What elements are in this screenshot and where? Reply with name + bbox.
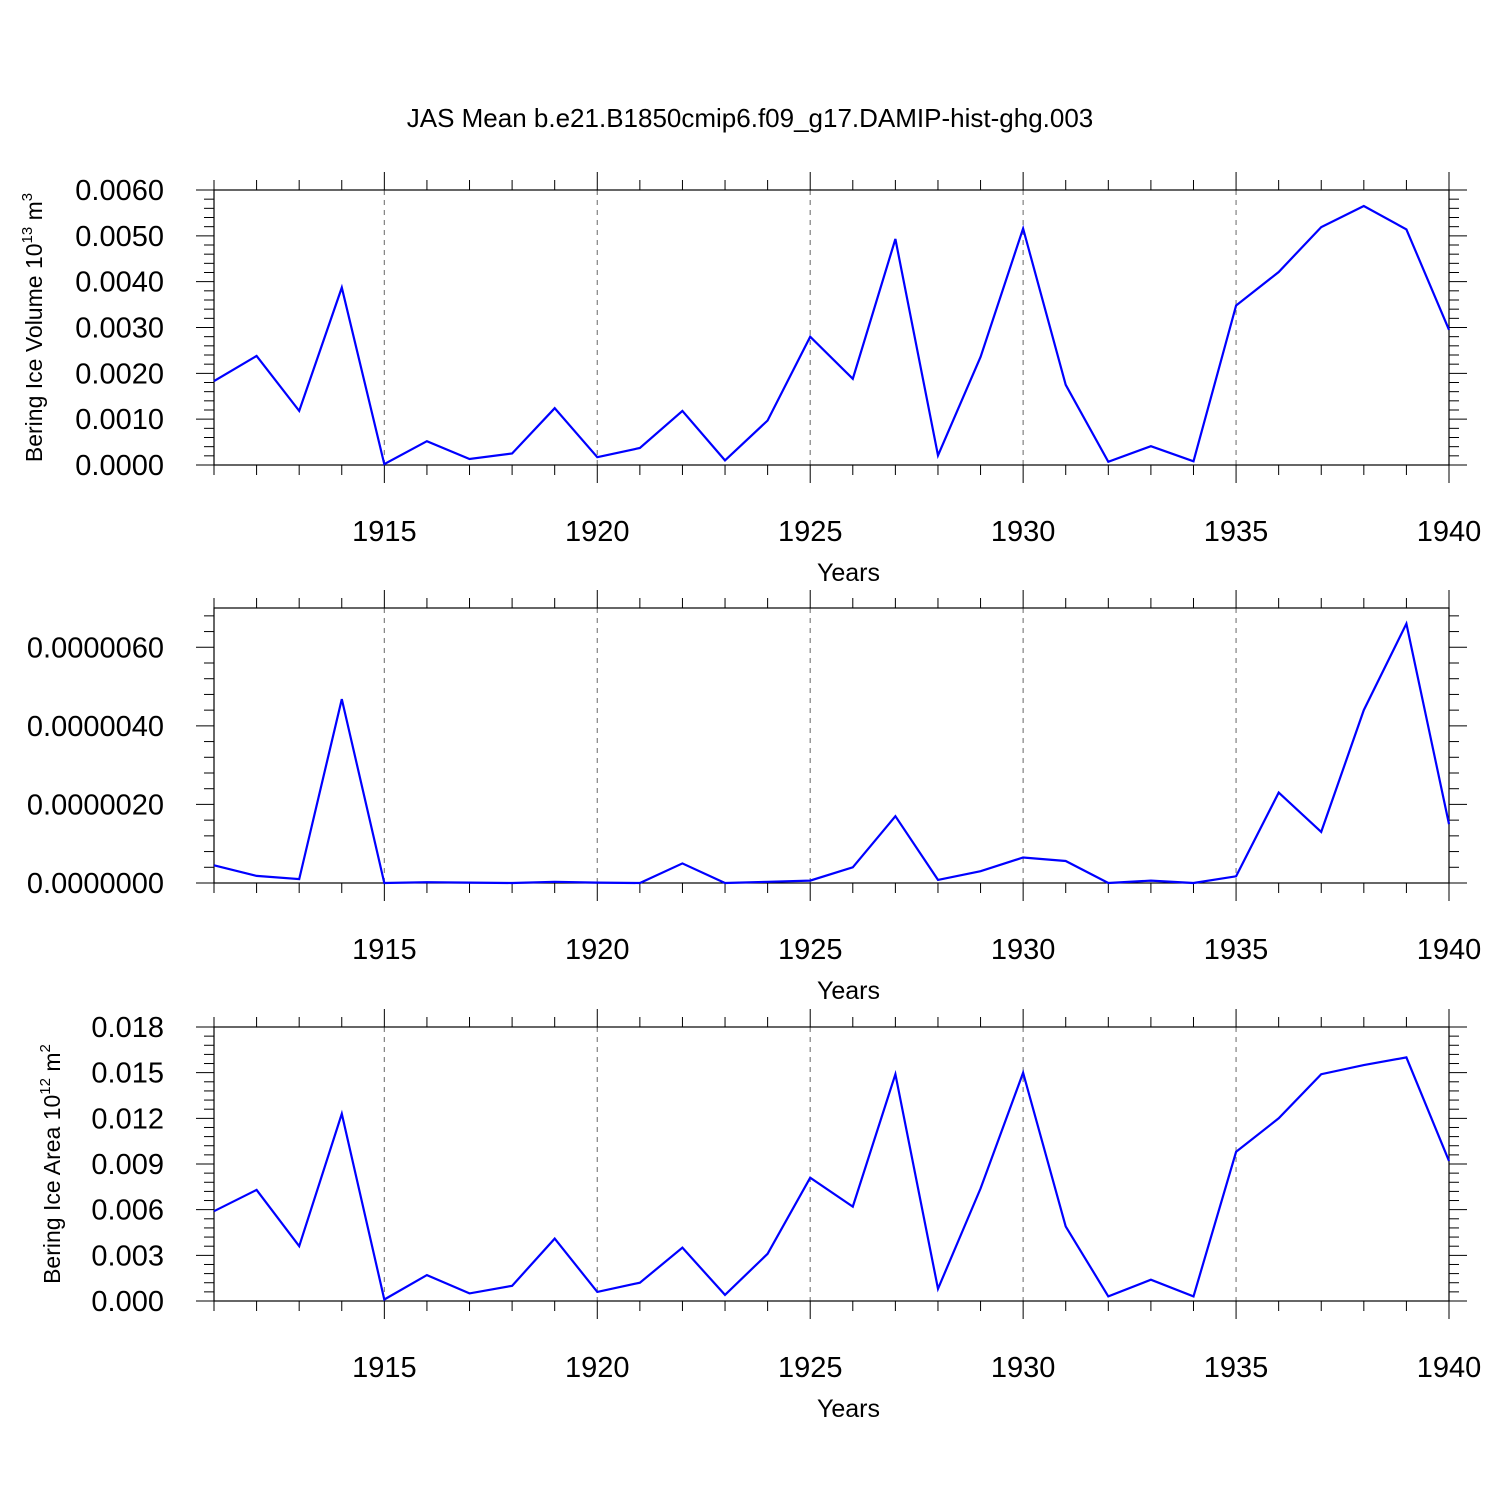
x-axis-title: Years bbox=[817, 559, 880, 587]
panels: 1915 1920 1925 1930 1935 1940 Years 0.0000 0.001… bbox=[19, 172, 1481, 1423]
y-axis-title: Bering Ice Volume 1013 m3 bbox=[19, 193, 47, 462]
y-tick-label: 0.009 bbox=[91, 1149, 164, 1181]
y-tick-label: 0.0000040 bbox=[27, 711, 164, 743]
y-tick-label: 0.0030 bbox=[75, 313, 164, 345]
x-tick-label: 1930 bbox=[991, 934, 1056, 966]
x-tick-label: 1915 bbox=[352, 934, 417, 966]
y-tick-label: 0.0010 bbox=[75, 404, 164, 436]
x-tick-label: 1935 bbox=[1204, 934, 1269, 966]
plot-frame bbox=[213, 607, 1450, 884]
y-tick-label: 0.0040 bbox=[75, 267, 164, 299]
x-tick-label: 1935 bbox=[1204, 1352, 1269, 1384]
x-tick-label: 1935 bbox=[1204, 516, 1269, 548]
x-tick-label: 1915 bbox=[352, 1352, 417, 1384]
x-tick-label: 1930 bbox=[991, 516, 1056, 548]
x-tick-label: 1925 bbox=[778, 1352, 843, 1384]
x-tick-label: 1940 bbox=[1417, 516, 1482, 548]
series-line bbox=[213, 620, 1451, 885]
y-tick-label: 0.0000000 bbox=[27, 868, 164, 900]
x-tick-label: 1940 bbox=[1417, 1352, 1482, 1384]
panel-1: 1915 1920 1925 1930 1935 1940 Years 0.0000 0.001… bbox=[19, 172, 1481, 587]
y-tick-label: 0.0000 bbox=[75, 450, 164, 482]
x-tick-label: 1930 bbox=[991, 1352, 1056, 1384]
y-tick-label: 0.003 bbox=[91, 1240, 164, 1272]
x-tick-label: 1920 bbox=[565, 516, 630, 548]
y-tick-label: 0.0020 bbox=[75, 358, 164, 390]
y-tick-label: 0.0000060 bbox=[27, 632, 164, 664]
x-axis-title: Years bbox=[817, 977, 880, 1005]
x-tick-label: 1925 bbox=[778, 934, 843, 966]
y-tick-label: 0.012 bbox=[91, 1103, 164, 1135]
y-tick-label: 0.015 bbox=[91, 1058, 164, 1090]
y-tick-label: 0.0050 bbox=[75, 221, 164, 253]
figure-title: JAS Mean b.e21.B1850cmip6.f09_g17.DAMIP-… bbox=[407, 103, 1094, 133]
x-tick-label: 1915 bbox=[352, 516, 417, 548]
y-tick-label: 0.006 bbox=[91, 1195, 164, 1227]
x-tick-label: 1920 bbox=[565, 934, 630, 966]
y-tick-label: 0.018 bbox=[91, 1012, 164, 1044]
plot-frame bbox=[213, 189, 1450, 466]
series-line bbox=[213, 204, 1451, 466]
x-tick-label: 1925 bbox=[778, 516, 843, 548]
y-tick-label: 0.0000020 bbox=[27, 789, 164, 821]
plot-frame bbox=[213, 1026, 1450, 1302]
x-tick-label: 1920 bbox=[565, 1352, 630, 1384]
x-tick-label: 1940 bbox=[1417, 934, 1482, 966]
y-tick-label: 0.0060 bbox=[75, 175, 164, 207]
x-axis-title: Years bbox=[817, 1395, 880, 1423]
y-axis-title: Bering Ice Area 1012 m2 bbox=[37, 1044, 65, 1284]
panel-2: 1915 1920 1925 1930 1935 1940 Years 0.0000000 0.… bbox=[27, 590, 1481, 1005]
series-line bbox=[213, 1056, 1451, 1302]
panel-3: 1915 1920 1925 1930 1935 1940 Years 0.000 0.003 0… bbox=[37, 1009, 1481, 1423]
y-tick-label: 0.000 bbox=[91, 1286, 164, 1318]
